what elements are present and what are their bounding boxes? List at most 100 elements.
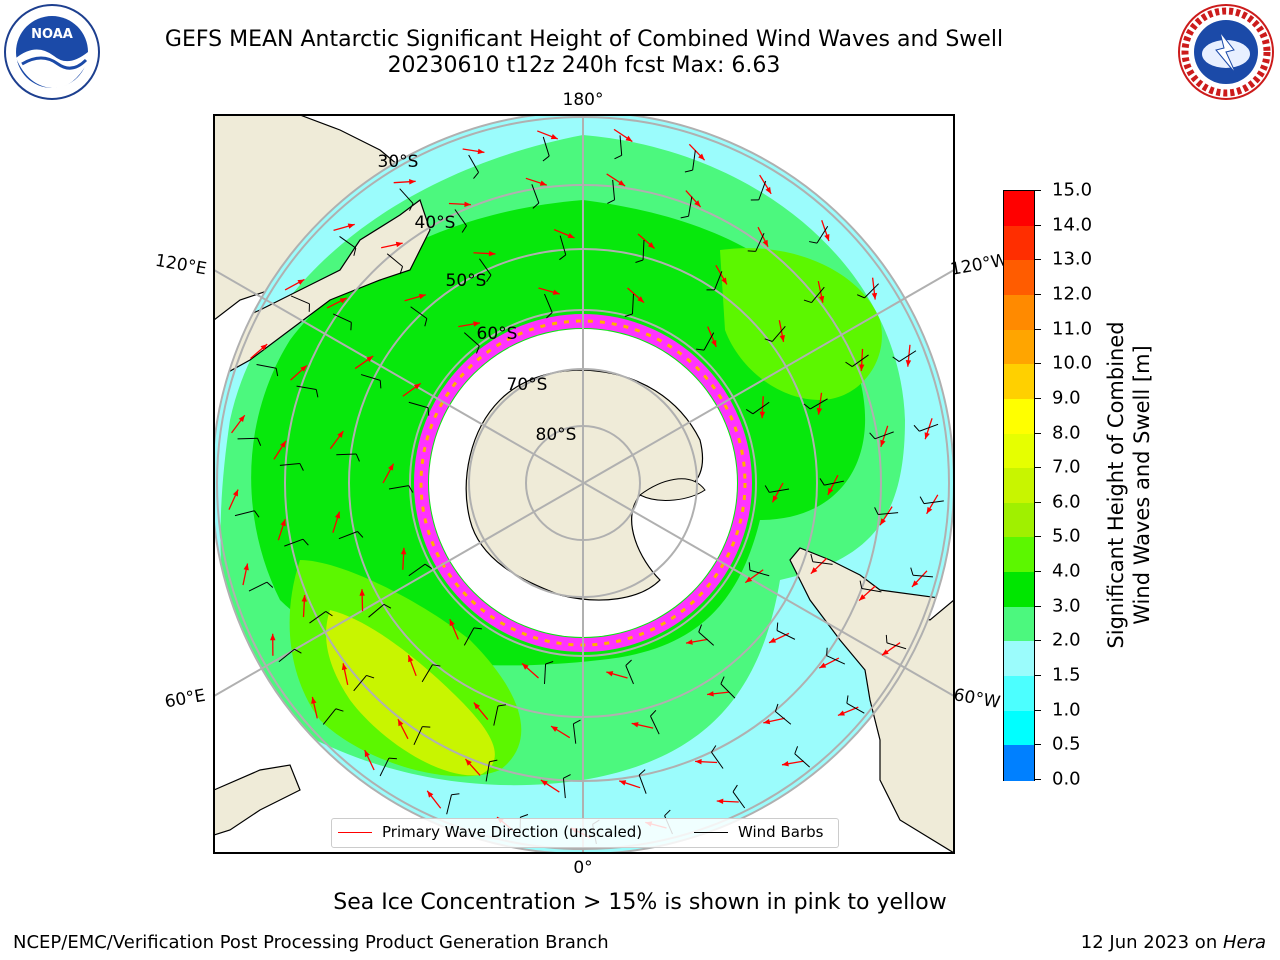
wave-direction-arrow bbox=[228, 489, 239, 510]
wind-barb bbox=[684, 150, 696, 173]
wave-direction-arrow bbox=[359, 589, 365, 612]
colorbar-segment bbox=[1004, 502, 1034, 539]
colorbar-segment bbox=[1004, 641, 1034, 677]
wave-direction-arrow bbox=[744, 569, 764, 584]
wind-barb bbox=[869, 431, 894, 440]
wind-barb bbox=[774, 703, 792, 725]
wind-barb bbox=[706, 271, 723, 291]
wave-arrows bbox=[228, 128, 944, 845]
wind-barb bbox=[819, 478, 844, 486]
wave-direction-arrow bbox=[715, 265, 728, 285]
wave-direction-arrow bbox=[341, 663, 349, 685]
colorbar-tick-mark bbox=[1034, 397, 1041, 399]
wave-zone-peak-atlantic bbox=[326, 610, 495, 776]
wind-barb bbox=[624, 293, 635, 317]
lat-label-50s: 50°S bbox=[446, 271, 487, 291]
wind-barb bbox=[913, 423, 939, 432]
sea-ice-note: Sea Ice Concentration > 15% is shown in … bbox=[333, 890, 947, 915]
wave-direction-arrow bbox=[880, 425, 889, 447]
wave-direction-arrow bbox=[911, 570, 928, 588]
colorbar-tick-mark bbox=[1034, 536, 1041, 538]
wave-direction-arrow bbox=[540, 779, 560, 793]
wind-barb bbox=[650, 709, 660, 735]
wave-direction-arrow bbox=[404, 293, 426, 302]
wind-barb bbox=[413, 726, 431, 746]
colorbar-segment bbox=[1004, 329, 1034, 365]
lon-label-120e: 120°E bbox=[154, 251, 208, 280]
wind-barb bbox=[386, 253, 404, 275]
colorbar-tick-mark bbox=[1034, 779, 1041, 780]
colorbar-tick-label: 0.5 bbox=[1052, 733, 1081, 755]
colorbar-tick-mark bbox=[1034, 293, 1041, 295]
wind-barb bbox=[711, 745, 724, 769]
colorbar-tick-label: 5.0 bbox=[1052, 525, 1081, 547]
wave-direction-arrow bbox=[393, 178, 416, 185]
wave-direction-arrow bbox=[685, 190, 702, 208]
wind-barb bbox=[559, 235, 567, 261]
wave-direction-arrow bbox=[525, 177, 547, 186]
colorbar-tick-mark bbox=[1034, 432, 1041, 434]
colorbar-tick-label: 4.0 bbox=[1052, 560, 1081, 582]
wind-barb bbox=[248, 581, 274, 592]
wave-direction-arrow bbox=[426, 790, 442, 809]
colorbar-segment bbox=[1004, 468, 1034, 504]
nws-logo bbox=[1178, 4, 1274, 100]
wave-direction-arrow bbox=[381, 241, 403, 249]
lon-label-0: 0° bbox=[573, 858, 592, 878]
wave-direction-arrow bbox=[326, 297, 348, 309]
wave-direction-arrow bbox=[242, 563, 249, 586]
wave-direction-arrow bbox=[538, 287, 560, 295]
colorbar-tick-mark bbox=[1034, 640, 1041, 642]
wind-barb bbox=[408, 563, 433, 577]
map-frame bbox=[213, 114, 955, 854]
wind-legend-swatch bbox=[694, 832, 728, 833]
wind-barb bbox=[284, 538, 309, 547]
footer-credit: NCEP/EMC/Verification Post Processing Pr… bbox=[13, 932, 609, 953]
wave-direction-arrow bbox=[695, 758, 718, 765]
wave-direction-arrow bbox=[685, 638, 708, 645]
footer-date: 12 Jun 2023 on Hera bbox=[1081, 932, 1266, 953]
colorbar-segment bbox=[1004, 710, 1034, 746]
wind-barb bbox=[874, 507, 899, 516]
wave-legend-swatch bbox=[338, 832, 372, 833]
wind-barb bbox=[360, 374, 382, 389]
wind-barb bbox=[237, 437, 262, 446]
wind-barb bbox=[764, 485, 790, 493]
wave-direction-arrow bbox=[407, 654, 417, 677]
colorbar bbox=[1003, 190, 1035, 781]
wind-barb bbox=[720, 676, 736, 699]
wave-direction-arrow bbox=[553, 229, 575, 239]
graticule bbox=[214, 115, 954, 853]
colorbar-segment bbox=[1004, 745, 1034, 781]
wind-barb bbox=[296, 385, 319, 398]
wave-direction-arrow bbox=[448, 201, 471, 208]
map-legend: Primary Wave Direction (unscaled) Wind B… bbox=[331, 818, 839, 848]
colorbar-tick-label: 14.0 bbox=[1052, 214, 1093, 236]
wind-barb bbox=[353, 674, 375, 692]
colorbar-segment bbox=[1004, 191, 1034, 227]
colorbar-tick-mark bbox=[1034, 571, 1041, 573]
wave-direction-arrow bbox=[277, 519, 286, 541]
wind-barb bbox=[810, 553, 833, 565]
wave-direction-arrow bbox=[716, 798, 739, 805]
land-antarctic-peninsula bbox=[639, 478, 706, 501]
colorbar-tick-mark bbox=[1034, 675, 1041, 677]
wind-barb bbox=[290, 295, 310, 312]
wind-barb bbox=[332, 313, 352, 331]
wave-direction-arrow bbox=[382, 463, 395, 484]
wave-direction-arrow bbox=[250, 343, 268, 359]
colorbar-segment bbox=[1004, 433, 1034, 469]
wind-barb bbox=[614, 135, 623, 160]
wave-direction-arrow bbox=[473, 702, 489, 720]
colorbar-tick-label: 11.0 bbox=[1052, 318, 1093, 340]
wind-barb bbox=[542, 136, 550, 162]
colorbar-tick-label: 7.0 bbox=[1052, 456, 1081, 478]
wave-direction-arrow bbox=[364, 749, 375, 771]
wave-direction-arrow bbox=[311, 696, 318, 719]
wave-direction-arrow bbox=[332, 511, 341, 533]
colorbar-segment bbox=[1004, 676, 1034, 712]
wave-direction-arrow bbox=[537, 130, 559, 140]
wind-barb bbox=[803, 286, 825, 304]
wave-direction-arrow bbox=[284, 278, 305, 291]
